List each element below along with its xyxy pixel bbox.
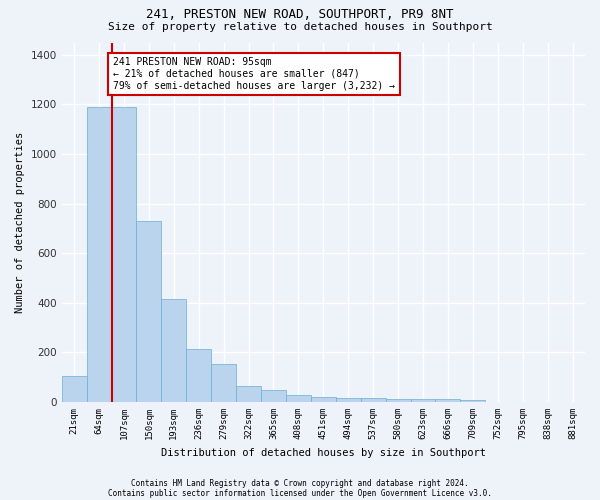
Bar <box>311 397 336 402</box>
Bar <box>236 386 261 402</box>
Y-axis label: Number of detached properties: Number of detached properties <box>15 132 25 313</box>
Bar <box>161 299 186 402</box>
Bar <box>86 107 112 402</box>
Bar <box>211 364 236 402</box>
Bar <box>386 399 410 402</box>
Text: Contains public sector information licensed under the Open Government Licence v3: Contains public sector information licen… <box>108 488 492 498</box>
Bar <box>261 390 286 402</box>
Bar <box>436 399 460 402</box>
Bar <box>136 221 161 402</box>
Bar <box>186 348 211 402</box>
Bar <box>286 394 311 402</box>
Bar <box>112 107 136 402</box>
X-axis label: Distribution of detached houses by size in Southport: Distribution of detached houses by size … <box>161 448 486 458</box>
Text: Size of property relative to detached houses in Southport: Size of property relative to detached ho… <box>107 22 493 32</box>
Bar <box>410 399 436 402</box>
Text: 241 PRESTON NEW ROAD: 95sqm
← 21% of detached houses are smaller (847)
79% of se: 241 PRESTON NEW ROAD: 95sqm ← 21% of det… <box>113 58 395 90</box>
Text: 241, PRESTON NEW ROAD, SOUTHPORT, PR9 8NT: 241, PRESTON NEW ROAD, SOUTHPORT, PR9 8N… <box>146 8 454 20</box>
Bar <box>361 398 386 402</box>
Text: Contains HM Land Registry data © Crown copyright and database right 2024.: Contains HM Land Registry data © Crown c… <box>131 478 469 488</box>
Bar <box>62 376 86 402</box>
Bar <box>336 398 361 402</box>
Bar <box>460 400 485 402</box>
